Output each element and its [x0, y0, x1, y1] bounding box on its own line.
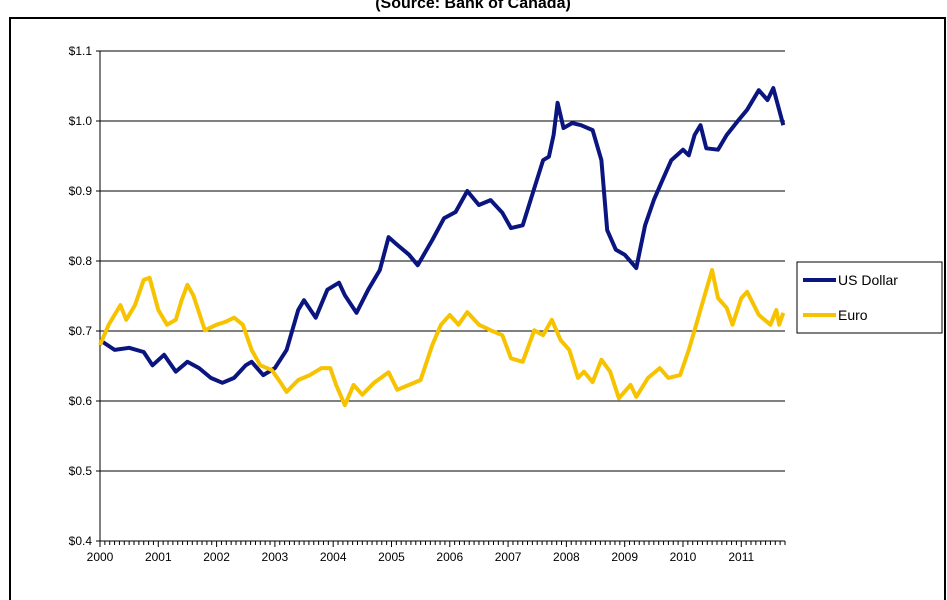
y-tick-label: $0.5: [69, 464, 93, 478]
line-series: [98, 86, 786, 385]
x-tick-label: 2007: [495, 550, 522, 564]
chart-title: (Source: Bank of Canada): [375, 0, 571, 12]
y-tick-label: $0.7: [69, 324, 93, 338]
chart-frame: [9, 17, 946, 600]
x-tick-label: 2001: [145, 550, 172, 564]
x-tick-label: 2009: [611, 550, 638, 564]
y-tick-label: $0.8: [69, 254, 93, 268]
y-tick-label: $1.0: [69, 114, 93, 128]
x-tick-label: 2004: [320, 550, 347, 564]
x-tick-label: 2002: [203, 550, 230, 564]
x-tick-label: 2005: [378, 550, 405, 564]
legend-box: [796, 261, 943, 334]
x-tick-label: 2010: [670, 550, 697, 564]
x-tick-label: 2008: [553, 550, 580, 564]
x-tick-label: 2006: [436, 550, 463, 564]
x-tick-label: 2000: [87, 550, 114, 564]
line-series: [98, 268, 786, 408]
legend-label: Euro: [838, 307, 868, 323]
y-tick-label: $0.4: [69, 534, 93, 548]
y-tick-label: $0.9: [69, 184, 93, 198]
x-tick-label: 2011: [728, 550, 754, 564]
legend-label: US Dollar: [838, 272, 898, 288]
y-tick-label: $1.1: [69, 44, 93, 58]
x-tick-label: 2003: [262, 550, 289, 564]
y-tick-label: $0.6: [69, 394, 93, 408]
